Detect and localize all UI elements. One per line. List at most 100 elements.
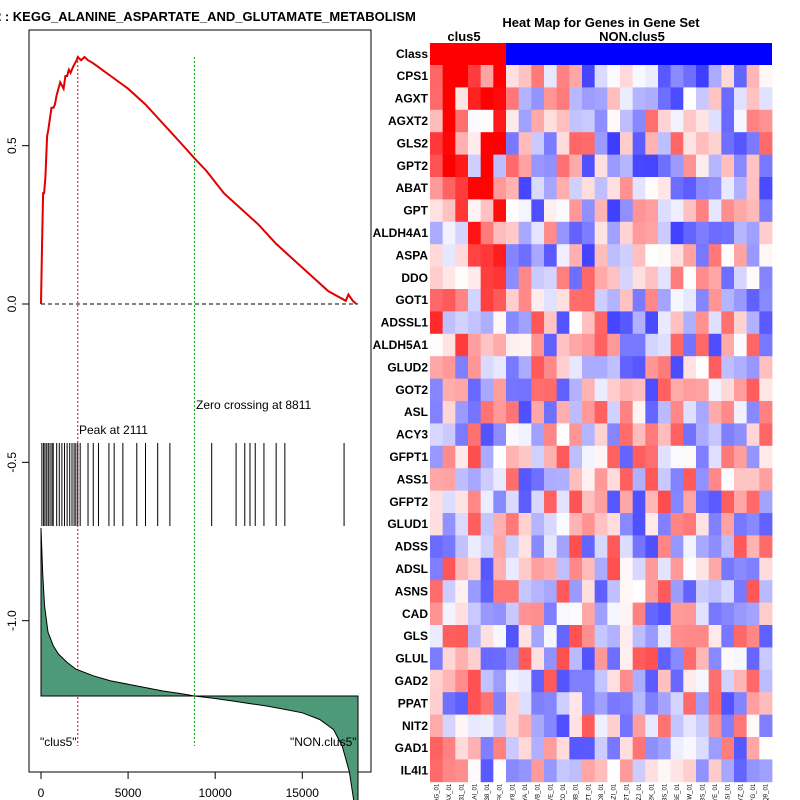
heatmap-cell: [569, 87, 583, 111]
heatmap-cell: [518, 647, 532, 671]
heatmap-cell: [734, 490, 748, 514]
heatmap-cell: [442, 266, 456, 290]
heatmap-row-label: GPT2: [397, 159, 429, 173]
heatmap-cell: [721, 65, 735, 88]
heatmap-cell: [708, 580, 722, 603]
heatmap-cell: [759, 356, 773, 379]
heatmap-cell: [493, 289, 507, 312]
heatmap-cell: [468, 333, 482, 357]
heatmap-cell: [683, 557, 697, 581]
heatmap-cell: [734, 333, 748, 357]
heatmap-cell: [506, 109, 520, 133]
heatmap-column-label: AA2T_01: [624, 783, 630, 800]
heatmap-column-label: AAZO_01: [561, 783, 567, 800]
heatmap-cell: [696, 625, 710, 648]
heatmap-cell: [696, 109, 710, 133]
heatmap-cell: [506, 221, 520, 245]
heatmap-row-label: ALDH4A1: [373, 226, 429, 240]
heatmap-cell: [607, 311, 621, 335]
heatmap-cell: [632, 445, 646, 469]
heatmap-cell: [746, 737, 760, 760]
heatmap-cell: [556, 333, 570, 357]
heatmap-cell: [506, 714, 520, 738]
heatmap-cell: [544, 356, 558, 379]
heatmap-cell: [696, 490, 710, 514]
heatmap-cell: [468, 669, 482, 693]
heatmap-cell: [658, 468, 672, 491]
heatmap-cell: [645, 557, 659, 581]
heatmap-cell: [658, 356, 672, 379]
heatmap-cell: [569, 625, 583, 648]
heatmap-cell: [759, 154, 773, 178]
heatmap-cell: [430, 109, 444, 133]
heatmap-cell: [531, 535, 545, 559]
heatmap-cell: [556, 513, 570, 536]
heatmap-cell: [683, 535, 697, 559]
heatmap-cell: [493, 759, 507, 783]
heatmap-cell: [594, 580, 608, 603]
heatmap-cell: [518, 513, 532, 536]
heatmap-cell: [430, 311, 444, 335]
heatmap-cell: [506, 602, 520, 626]
heatmap-cell: [620, 557, 634, 581]
heatmap-cell: [620, 87, 634, 111]
heatmap-cell: [645, 356, 659, 379]
heatmap-cell: [468, 266, 482, 290]
heatmap-cell: [759, 199, 773, 223]
heatmap-column-label: AAVB_01: [536, 783, 542, 800]
heatmap-cell: [455, 557, 469, 581]
heatmap-cell: [759, 625, 773, 648]
class-label-non-clus5: "NON.clus5": [290, 735, 357, 749]
heatmap-cell: [569, 423, 583, 447]
heatmap-cell: [582, 356, 596, 379]
heatmap-cell: [455, 580, 469, 603]
heatmap-cell: [645, 580, 659, 603]
heatmap-cell: [582, 714, 596, 738]
heatmap-row-label: GPT: [403, 204, 428, 218]
heatmap-cell: [556, 356, 570, 379]
heatmap-cell: [683, 490, 697, 514]
heatmap-cell: [645, 625, 659, 648]
heatmap-cell: [468, 602, 482, 626]
heatmap-cell: [493, 737, 507, 760]
heatmap-cell: [696, 199, 710, 223]
heatmap-cell: [442, 557, 456, 581]
heatmap-cell: [506, 177, 520, 200]
heatmap-cell: [544, 221, 558, 245]
heatmap-cell: [683, 401, 697, 424]
heatmap-row-label: GFPT2: [389, 495, 428, 509]
heatmap-row-label: IL4I1: [401, 764, 429, 778]
heatmap-cell: [594, 423, 608, 447]
heatmap-cell: [582, 445, 596, 469]
heatmap-cell: [658, 177, 672, 200]
heatmap-cell: [480, 647, 494, 671]
heatmap-cell: [518, 154, 532, 178]
heatmap-cell: [746, 445, 760, 469]
heatmap-cell: [430, 378, 444, 402]
heatmap-cell: [493, 513, 507, 536]
heatmap-cell: [506, 333, 520, 357]
heatmap-cell: [594, 154, 608, 178]
heatmap-column-label: AA8B_01: [574, 783, 580, 800]
class-bar-clus5: [430, 43, 506, 65]
heatmap-cell: [759, 647, 773, 671]
heatmap-column-label: AA8W_01: [688, 783, 694, 800]
heatmap-cell: [632, 87, 646, 111]
heatmap-row-label: ASNS: [395, 584, 428, 598]
heatmap-cell: [632, 177, 646, 200]
heatmap-cell: [518, 177, 532, 200]
heatmap-cell: [696, 423, 710, 447]
heatmap-cell: [721, 132, 735, 155]
heatmap-cell: [696, 557, 710, 581]
heatmap-group-non-clus5: NON.clus5: [599, 29, 665, 44]
heatmap-cell: [506, 423, 520, 447]
heatmap-cell: [480, 759, 494, 783]
heatmap-cell: [544, 535, 558, 559]
heatmap-cell: [569, 535, 583, 559]
heatmap-cell: [683, 602, 697, 626]
heatmap-cell: [569, 65, 583, 88]
heatmap-cell: [708, 378, 722, 402]
heatmap-cell: [569, 311, 583, 335]
heatmap-cell: [632, 669, 646, 693]
heatmap-cell: [645, 692, 659, 715]
